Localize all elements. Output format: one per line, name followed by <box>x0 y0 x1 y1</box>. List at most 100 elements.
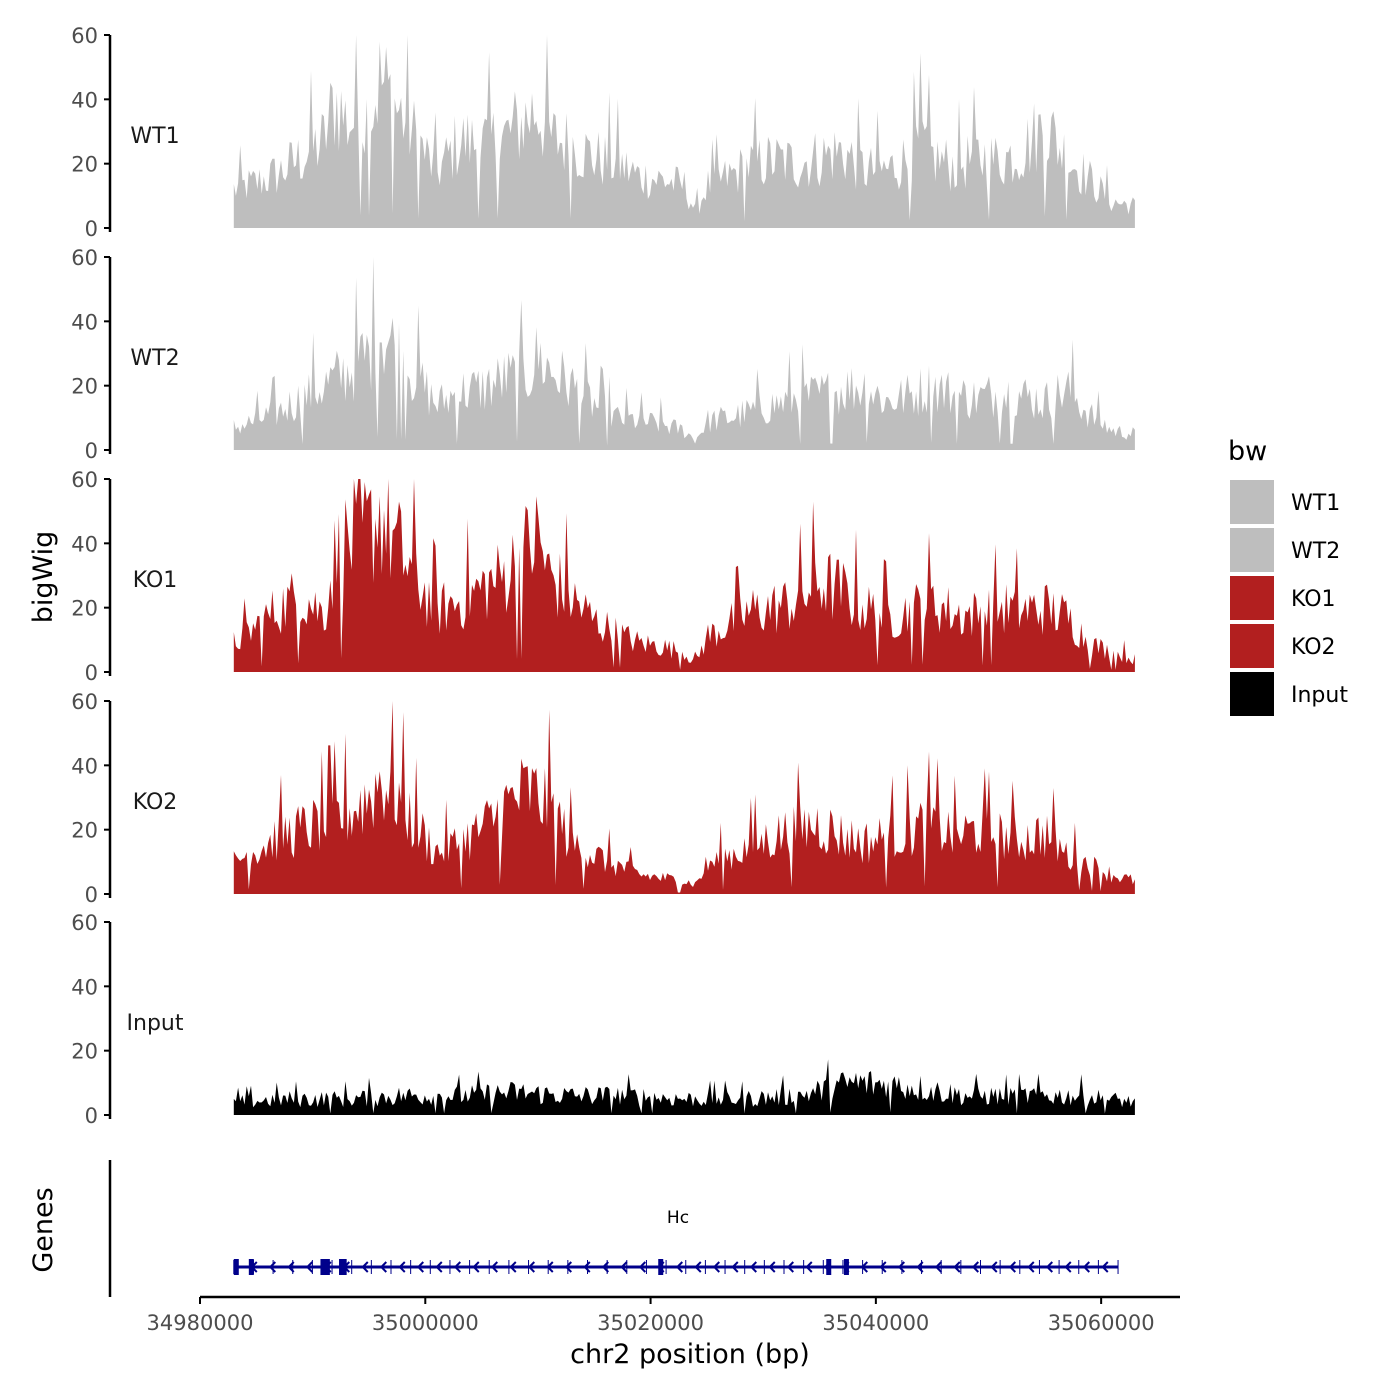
strand-arrow <box>1045 1261 1053 1273</box>
strand-arrow <box>379 1261 388 1273</box>
track-label-ko1: KO1 <box>133 568 178 593</box>
y-tick-label: 20 <box>71 819 98 843</box>
legend-swatch <box>1230 576 1274 620</box>
gene-exon <box>320 1259 326 1275</box>
legend-label: KO1 <box>1291 587 1336 612</box>
legend-entry-wt1: WT1 <box>1230 480 1340 524</box>
strand-arrow <box>657 1261 665 1273</box>
strand-arrow <box>638 1261 647 1273</box>
signal-tracks: 0 20 40 60 WT1 0 20 40 60 WT2 0 20 40 60 KO1 0 20 40 60 KO2… <box>71 24 1135 1128</box>
strand-arrow <box>731 1261 739 1273</box>
legend-swatch <box>1230 624 1274 668</box>
gene-exon <box>658 1259 664 1275</box>
coverage-area-input <box>233 1059 1135 1115</box>
strand-arrow <box>601 1261 610 1273</box>
track-wt2: 0 20 40 60 WT2 <box>71 246 1135 463</box>
legend-title: bw <box>1228 436 1267 467</box>
strand-arrow <box>583 1261 591 1273</box>
strand-arrow <box>860 1261 869 1273</box>
x-tick-label: 35060000 <box>1048 1311 1155 1335</box>
y-tick-label: 20 <box>71 597 98 621</box>
legend-swatch <box>1230 672 1274 716</box>
strand-arrow <box>1027 1261 1035 1273</box>
strand-arrow <box>805 1261 813 1273</box>
legend-entry-ko2: KO2 <box>1230 624 1336 668</box>
strand-arrow <box>1008 1261 1016 1273</box>
track-label-wt1: WT1 <box>130 124 179 149</box>
legend-entry-ko1: KO1 <box>1230 576 1336 620</box>
y-tick-label: 40 <box>71 88 98 112</box>
strand-arrow <box>879 1261 887 1273</box>
y-tick-label: 0 <box>85 883 98 907</box>
y-tick-label: 40 <box>71 532 98 556</box>
strand-arrow <box>527 1261 536 1273</box>
track-ko2: 0 20 40 60 KO2 <box>71 690 1135 907</box>
gene-exon <box>324 1259 330 1275</box>
gene-exon <box>843 1259 849 1275</box>
y-tick-label: 0 <box>85 661 98 685</box>
legend-label: WT2 <box>1291 539 1340 564</box>
legend-swatch <box>1230 480 1274 524</box>
legend-label: Input <box>1291 683 1348 708</box>
x-tick-label: 35040000 <box>822 1311 929 1335</box>
strand-arrow <box>250 1261 258 1273</box>
x-axis: 34980000 35000000 35020000 35040000 35060000 <box>147 1295 1180 1335</box>
y-tick-label: 20 <box>71 375 98 399</box>
strand-arrow <box>324 1261 332 1273</box>
strand-arrow <box>916 1261 924 1273</box>
strand-arrow <box>842 1261 850 1273</box>
coverage-area-ko2 <box>233 701 1135 894</box>
y-tick-label: 60 <box>71 468 98 492</box>
strand-arrow <box>953 1261 961 1273</box>
legend-label: WT1 <box>1291 491 1340 516</box>
genes-track-title: Genes <box>28 1187 59 1272</box>
legend-entry-wt2: WT2 <box>1230 528 1340 572</box>
strand-arrow <box>823 1261 832 1273</box>
y-tick-label: 60 <box>71 246 98 270</box>
legend-label: KO2 <box>1291 635 1336 660</box>
strand-arrow <box>398 1261 406 1273</box>
coverage-area-ko1 <box>233 479 1135 672</box>
track-label-wt2: WT2 <box>130 346 179 371</box>
gene-exon <box>339 1259 345 1275</box>
strand-arrow <box>712 1261 721 1273</box>
y-axis-title: bigWig <box>28 531 59 624</box>
strand-arrow <box>694 1261 702 1273</box>
y-tick-label: 40 <box>71 975 98 999</box>
strand-arrow <box>268 1261 277 1273</box>
x-axis-title: chr2 position (bp) <box>570 1339 810 1370</box>
y-tick-label: 0 <box>85 439 98 463</box>
strand-arrow <box>749 1261 758 1273</box>
x-tick-label: 35000000 <box>372 1311 479 1335</box>
coverage-area-wt2 <box>233 257 1135 450</box>
x-tick-label: 34980000 <box>147 1311 254 1335</box>
y-tick-label: 40 <box>71 754 98 778</box>
y-tick-label: 20 <box>71 1040 98 1064</box>
strand-arrow <box>786 1261 795 1273</box>
strand-arrow <box>472 1261 480 1273</box>
strand-arrow <box>897 1261 906 1273</box>
strand-arrow <box>342 1261 351 1273</box>
strand-arrow <box>1101 1261 1109 1273</box>
y-tick-label: 60 <box>71 24 98 48</box>
strand-arrow <box>287 1261 295 1273</box>
genes-track: Hc <box>108 1160 1119 1297</box>
gene-exon <box>826 1259 832 1275</box>
legend-swatch <box>1230 528 1274 572</box>
gene-name-label: Hc <box>667 1208 689 1228</box>
track-input: 0 20 40 60 Input <box>71 911 1135 1128</box>
track-label-ko2: KO2 <box>133 790 178 815</box>
strand-arrow <box>675 1261 684 1273</box>
y-tick-label: 60 <box>71 911 98 935</box>
track-label-input: Input <box>127 1011 184 1036</box>
track-wt1: 0 20 40 60 WT1 <box>71 24 1135 241</box>
y-tick-label: 40 <box>71 310 98 334</box>
strand-arrow <box>361 1261 369 1273</box>
y-tick-label: 20 <box>71 153 98 177</box>
strand-arrow <box>416 1261 425 1273</box>
strand-arrow <box>305 1261 314 1273</box>
strand-arrow <box>620 1261 628 1273</box>
strand-arrow <box>971 1261 980 1273</box>
